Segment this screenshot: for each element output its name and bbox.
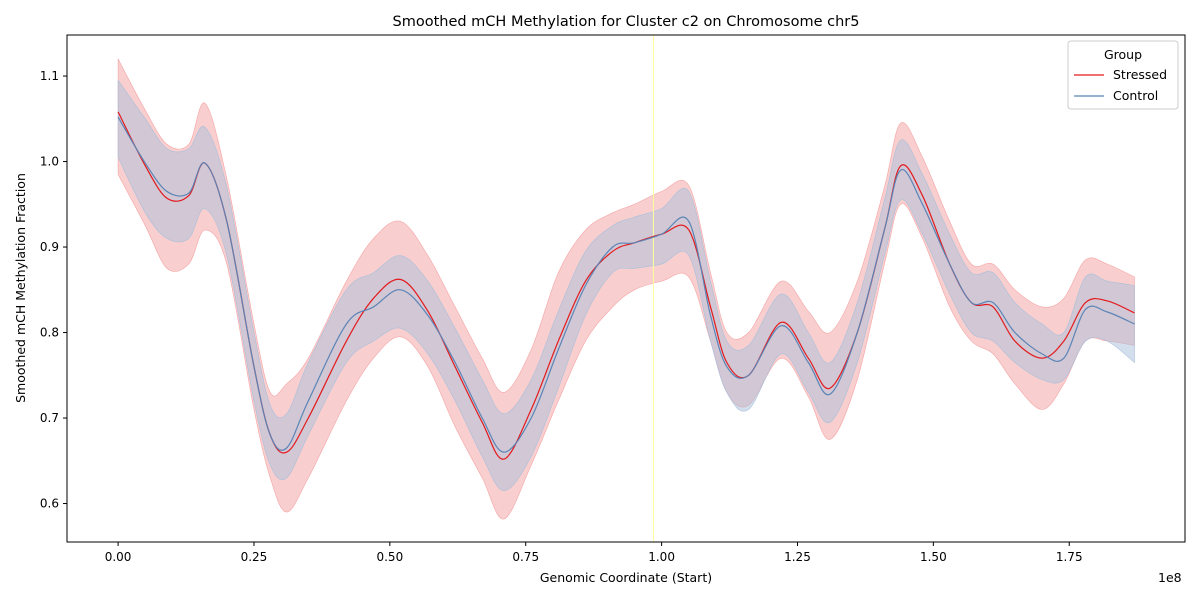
x-tick-label: 1.25 bbox=[784, 550, 811, 564]
y-tick-label: 0.6 bbox=[40, 497, 59, 511]
x-tick-label: 0.75 bbox=[512, 550, 539, 564]
legend-label-control: Control bbox=[1113, 88, 1158, 103]
legend-label-stressed: Stressed bbox=[1113, 67, 1167, 82]
line-control bbox=[117, 116, 1135, 453]
y-axis-label: Smoothed mCH Methylation Fraction bbox=[13, 173, 28, 403]
plot-frame bbox=[66, 34, 1186, 543]
x-tick-label: 0.00 bbox=[105, 550, 132, 564]
y-tick-label: 0.8 bbox=[40, 326, 59, 340]
legend-title: Group bbox=[1104, 47, 1142, 62]
series-lines bbox=[117, 111, 1135, 460]
x-axis-offset-label: 1e8 bbox=[1158, 570, 1182, 585]
y-tick-label: 1.1 bbox=[40, 69, 59, 83]
y-tick-label: 1.0 bbox=[40, 155, 59, 169]
x-tick-label: 1.00 bbox=[648, 550, 675, 564]
legend: Group Stressed Control bbox=[1067, 40, 1179, 110]
x-axis-label: Genomic Coordinate (Start) bbox=[540, 570, 712, 585]
y-tick-label: 0.7 bbox=[40, 411, 59, 425]
x-tick-label: 1.50 bbox=[920, 550, 947, 564]
chart-title: Smoothed mCH Methylation for Cluster c2 … bbox=[393, 14, 860, 30]
y-tick-label: 0.9 bbox=[40, 240, 59, 254]
y-axis: 0.6 0.7 0.8 0.9 1.0 1.1 bbox=[40, 69, 67, 511]
plot-area bbox=[66, 34, 1186, 543]
x-axis: 0.00 0.25 0.50 0.75 1.00 1.25 1.50 1.75 bbox=[105, 542, 1083, 564]
x-tick-label: 0.50 bbox=[376, 550, 403, 564]
legend-box bbox=[1067, 40, 1179, 110]
band-control bbox=[117, 79, 1135, 492]
confidence-bands bbox=[117, 58, 1135, 520]
x-tick-label: 1.75 bbox=[1056, 550, 1083, 564]
x-tick-label: 0.25 bbox=[241, 550, 268, 564]
